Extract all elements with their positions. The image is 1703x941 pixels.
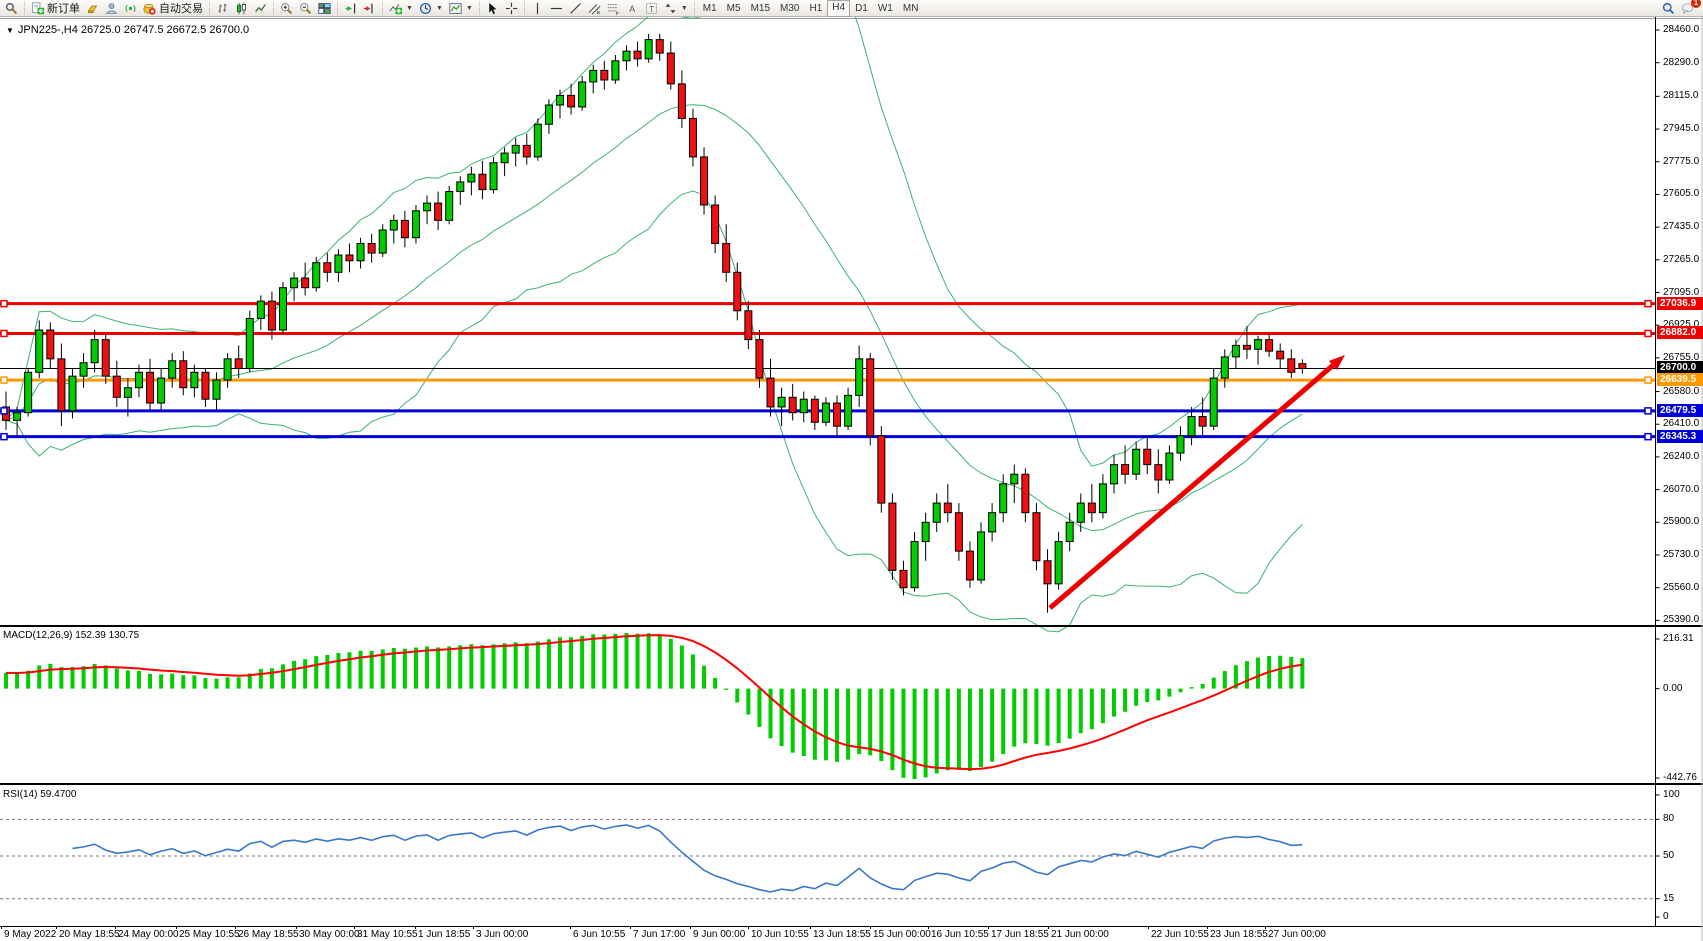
svg-text:A: A	[629, 3, 635, 13]
timeframe-d1-button[interactable]: D1	[855, 2, 868, 14]
horizontal-line-icon	[550, 7, 562, 9]
toolbar-separator	[24, 1, 25, 15]
toolbar-separator	[273, 1, 274, 15]
person-icon	[105, 2, 118, 14]
dropdown-caret-icon: ▼	[465, 4, 473, 12]
auto-scroll-button[interactable]	[341, 1, 360, 16]
clock-icon	[419, 2, 431, 14]
text-label-button[interactable]: T	[642, 1, 661, 16]
chart-search-button[interactable]	[2, 1, 21, 16]
new-order-button[interactable]: 新订单	[28, 1, 83, 16]
magnifier-icon	[5, 2, 18, 14]
toolbar-separator	[693, 1, 695, 15]
auto-trading-button[interactable]: 自动交易	[140, 1, 206, 16]
trend-arrow[interactable]	[1048, 363, 1335, 610]
fibonacci-icon: F	[607, 3, 619, 15]
cursor-icon	[489, 2, 497, 14]
profile-button[interactable]	[102, 1, 121, 16]
market-watch-button[interactable]	[83, 1, 102, 16]
timeframe-mn-button[interactable]: MN	[902, 2, 919, 14]
toolbar-separator	[337, 1, 338, 15]
periods-button[interactable]: ▼	[416, 1, 446, 16]
zoom-out-icon	[300, 2, 312, 14]
notification-badge: 1	[1691, 0, 1701, 8]
svg-text:E: E	[597, 10, 601, 15]
new-order-label: 新订单	[47, 3, 80, 15]
arrows-button[interactable]: ▼	[661, 1, 691, 16]
toolbar: 新订单 自动交易 ▼ ▼	[0, 0, 1703, 17]
fibonacci-button[interactable]: F	[604, 1, 623, 16]
bar-chart-button[interactable]	[213, 1, 232, 16]
auto-trading-label: 自动交易	[159, 3, 203, 15]
toolbar-separator	[523, 1, 525, 15]
trendline-button[interactable]	[566, 1, 585, 16]
dropdown-caret-icon: ▼	[406, 4, 413, 12]
tile-windows-icon	[318, 2, 331, 14]
toolbar-separator	[209, 1, 210, 15]
search-icon	[1662, 2, 1675, 14]
line-chart-icon	[255, 3, 266, 12]
arrows-icon	[665, 3, 676, 13]
line-chart-button[interactable]	[251, 1, 270, 16]
new-order-icon	[32, 1, 44, 14]
cursor-button[interactable]	[483, 1, 502, 16]
zoom-out-button[interactable]	[296, 1, 315, 16]
timeframe-h4-button[interactable]: H4	[827, 0, 851, 17]
templates-button[interactable]: ▼	[446, 1, 476, 16]
dropdown-caret-icon: ▼	[680, 4, 688, 12]
auto-trading-icon	[143, 3, 156, 15]
horizontal-line-button[interactable]	[547, 1, 566, 16]
vertical-line-button[interactable]	[528, 1, 547, 16]
timeframe-w1-button[interactable]: W1	[877, 2, 893, 14]
search-button[interactable]	[1659, 1, 1678, 16]
toolbar-separator	[478, 1, 480, 15]
bar-chart-icon	[218, 3, 227, 13]
chart-shift-icon	[363, 3, 373, 13]
auto-scroll-icon	[345, 3, 356, 13]
zoom-in-icon	[281, 2, 293, 14]
crosshair-button[interactable]	[502, 1, 521, 16]
zoom-in-button[interactable]	[277, 1, 296, 16]
templates-icon	[449, 2, 462, 14]
timeframe-m30-button[interactable]: M30	[780, 2, 800, 14]
channel-icon: E	[588, 3, 601, 15]
text-icon: A	[629, 3, 635, 13]
dropdown-caret-icon: ▼	[435, 4, 443, 12]
timeframe-h1-button[interactable]: H1	[809, 2, 823, 14]
toolbar-separator	[382, 1, 383, 15]
svg-text:T: T	[649, 4, 654, 13]
crosshair-icon	[505, 2, 517, 14]
equidistant-channel-button[interactable]: E	[585, 1, 604, 16]
candlestick-icon	[237, 2, 246, 14]
svg-text:F: F	[616, 11, 619, 15]
indicators-icon	[389, 3, 402, 14]
vertical-line-icon	[536, 2, 538, 14]
indicators-button[interactable]: ▼	[386, 1, 416, 16]
timeframe-m5-button[interactable]: M5	[726, 2, 741, 14]
timeframe-strip: M1 M5 M15 M30 H1 H4 D1 W1 MN	[698, 0, 924, 17]
candlestick-button[interactable]	[232, 1, 251, 16]
text-label-icon: T	[646, 2, 657, 14]
signals-icon	[125, 4, 136, 12]
signals-button[interactable]	[121, 1, 140, 16]
text-button[interactable]: A	[623, 1, 642, 16]
chart-shift-button[interactable]	[360, 1, 379, 16]
notifications-button[interactable]: 1	[1678, 0, 1701, 16]
trendline-icon	[570, 2, 581, 14]
gold-bar-icon	[87, 5, 98, 13]
chat-bubble-icon	[1681, 2, 1694, 14]
tile-windows-button[interactable]	[315, 1, 334, 16]
timeframe-m15-button[interactable]: M15	[750, 2, 771, 14]
timeframe-m1-button[interactable]: M1	[702, 2, 717, 14]
